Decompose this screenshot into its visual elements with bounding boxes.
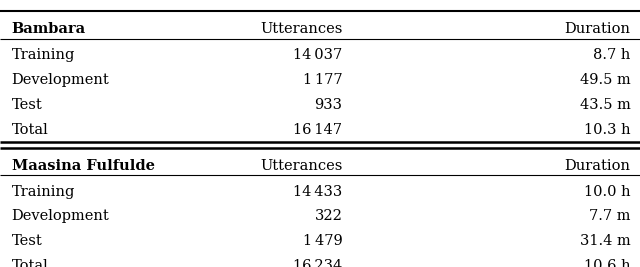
Text: Training: Training xyxy=(12,184,75,199)
Text: 933: 933 xyxy=(314,98,342,112)
Text: Test: Test xyxy=(12,98,42,112)
Text: 10.0 h: 10.0 h xyxy=(584,184,630,199)
Text: 10.6 h: 10.6 h xyxy=(584,259,630,267)
Text: 322: 322 xyxy=(314,209,342,223)
Text: 14 037: 14 037 xyxy=(293,48,342,62)
Text: Development: Development xyxy=(12,209,109,223)
Text: Test: Test xyxy=(12,234,42,248)
Text: Maasina Fulfulde: Maasina Fulfulde xyxy=(12,159,154,172)
Text: Duration: Duration xyxy=(564,22,630,36)
Text: Utterances: Utterances xyxy=(260,159,342,172)
Text: Utterances: Utterances xyxy=(260,22,342,36)
Text: Training: Training xyxy=(12,48,75,62)
Text: 31.4 m: 31.4 m xyxy=(580,234,630,248)
Text: Bambara: Bambara xyxy=(12,22,86,36)
Text: 1 479: 1 479 xyxy=(303,234,342,248)
Text: 7.7 m: 7.7 m xyxy=(589,209,630,223)
Text: 14 433: 14 433 xyxy=(293,184,342,199)
Text: 43.5 m: 43.5 m xyxy=(580,98,630,112)
Text: Total: Total xyxy=(12,123,48,137)
Text: 10.3 h: 10.3 h xyxy=(584,123,630,137)
Text: 16 234: 16 234 xyxy=(293,259,342,267)
Text: 16 147: 16 147 xyxy=(293,123,342,137)
Text: 1 177: 1 177 xyxy=(303,73,342,87)
Text: Development: Development xyxy=(12,73,109,87)
Text: Duration: Duration xyxy=(564,159,630,172)
Text: 49.5 m: 49.5 m xyxy=(580,73,630,87)
Text: 8.7 h: 8.7 h xyxy=(593,48,630,62)
Text: Total: Total xyxy=(12,259,48,267)
